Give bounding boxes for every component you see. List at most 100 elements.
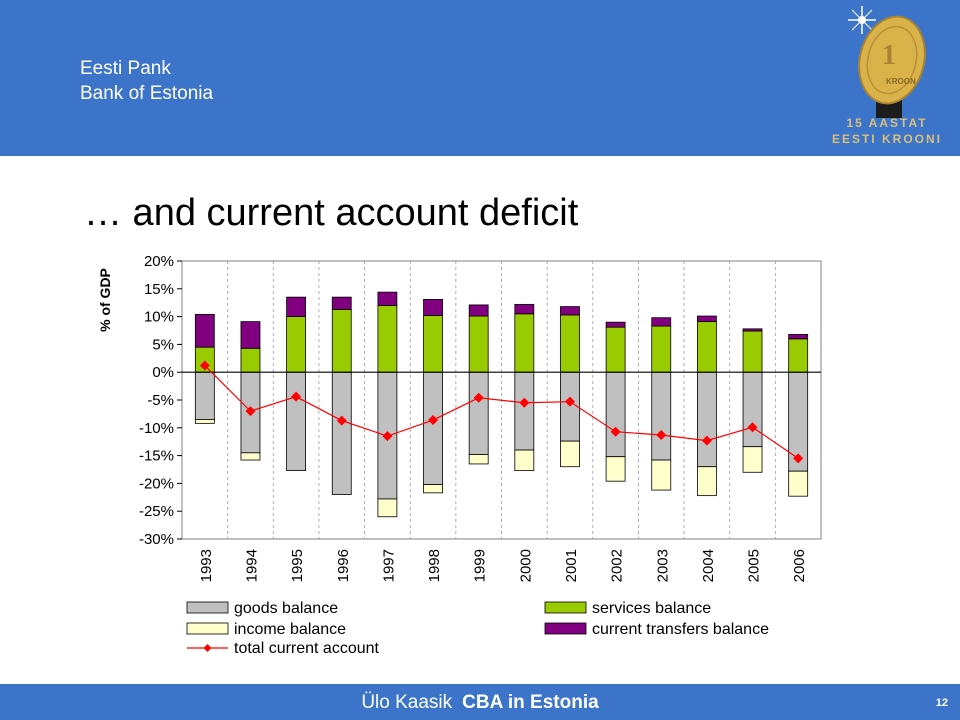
page-number: 12 [935, 697, 948, 709]
bar-income-balance [194, 419, 215, 424]
y-tick-label: -30% [139, 531, 174, 548]
bar-income-balance [696, 466, 717, 497]
legend-label: current transfers balance [592, 621, 769, 638]
bar-current-transfers-balance [423, 298, 443, 316]
y-axis-label: % of GDP [97, 268, 113, 332]
footer-caption: Ülo Kaasik CBA in Estonia [0, 692, 960, 714]
svg-text:1: 1 [882, 40, 896, 71]
point-total-current-account [701, 435, 712, 446]
x-tick-label: 1994 [243, 549, 260, 582]
y-tick-label: -5% [147, 392, 174, 409]
slide-title: … and current account deficit [84, 192, 579, 234]
y-tick-label: 5% [152, 336, 174, 353]
legend-swatch [186, 622, 229, 635]
organization-name: Eesti Pank Bank of Estonia [80, 56, 213, 106]
legend-marker [203, 644, 212, 652]
point-total-current-account [656, 430, 667, 441]
bar-income-balance [788, 470, 809, 497]
bar-current-transfers-balance [468, 304, 489, 317]
bar-services-balance [514, 313, 535, 373]
bar-services-balance [788, 338, 809, 373]
bar-income-balance [742, 446, 763, 473]
bar-income-balance [377, 498, 398, 518]
point-total-current-account [793, 453, 804, 464]
point-total-current-account [199, 360, 210, 371]
legend-label: services balance [592, 600, 711, 617]
sparkle-icon [848, 6, 876, 34]
point-total-current-account [291, 391, 302, 402]
point-total-current-account [747, 422, 758, 433]
bar-services-balance [331, 308, 352, 373]
bar-goods-balance [331, 371, 352, 495]
x-tick-label: 1996 [335, 549, 352, 582]
bar-services-balance [696, 321, 717, 373]
y-tick-label: -15% [139, 448, 174, 465]
bar-current-transfers-balance [696, 315, 717, 323]
bar-services-balance [651, 325, 672, 373]
bar-current-transfers-balance [788, 333, 809, 340]
x-tick-label: 2005 [746, 549, 763, 582]
bar-services-balance [377, 305, 398, 373]
footer-band [0, 684, 960, 720]
point-total-current-account [473, 392, 484, 403]
kroon-coin-logo: 1 KROON [848, 6, 926, 118]
x-tick-label: 1999 [472, 549, 489, 582]
point-total-current-account [245, 406, 256, 417]
bar-current-transfers-balance [605, 321, 626, 328]
legend-label: total current account [234, 640, 380, 657]
legend-swatch [544, 601, 587, 614]
y-tick-label: -20% [139, 475, 174, 492]
point-total-current-account [382, 431, 393, 442]
bar-goods-balance [605, 371, 626, 458]
x-tick-label: 2006 [791, 549, 808, 582]
y-tick-label: 0% [152, 364, 174, 381]
bar-income-balance [240, 452, 261, 461]
bar-services-balance [560, 314, 580, 373]
x-tick-label: 1995 [289, 549, 306, 582]
legend-swatch [186, 601, 229, 614]
bar-income-balance [423, 484, 443, 494]
bar-current-transfers-balance [651, 317, 672, 327]
y-tick-label: -25% [139, 503, 174, 520]
bar-goods-balance [286, 371, 307, 472]
y-tick-label: 15% [144, 281, 174, 298]
bar-income-balance [514, 449, 535, 472]
coin-label: KROON [886, 77, 916, 86]
bar-current-transfers-balance [240, 321, 261, 349]
bar-services-balance [423, 315, 443, 373]
bar-services-balance [240, 347, 261, 373]
bar-income-balance [468, 454, 489, 465]
org-name-english: Bank of Estonia [80, 83, 214, 104]
bar-services-balance [286, 316, 307, 373]
logo-caption: 15 AASTAT EESTI KROONI [831, 116, 942, 146]
header-band [0, 0, 960, 156]
point-total-current-account [564, 396, 575, 407]
x-tick-label: 2000 [517, 549, 534, 582]
bar-current-transfers-balance [194, 313, 215, 348]
point-total-current-account [336, 415, 347, 426]
bar-current-transfers-balance [742, 328, 763, 332]
legend-label: goods balance [234, 600, 338, 617]
bar-goods-balance [742, 371, 763, 448]
bar-current-transfers-balance [560, 306, 580, 316]
x-tick-label: 1998 [426, 549, 443, 582]
bar-current-transfers-balance [286, 296, 307, 318]
x-tick-label: 2004 [700, 549, 717, 582]
point-total-current-account [428, 415, 439, 426]
x-tick-label: 2003 [654, 549, 671, 582]
y-tick-label: -10% [139, 420, 174, 437]
bar-goods-balance [696, 371, 717, 468]
legend-swatch [544, 622, 587, 635]
bar-current-transfers-balance [514, 303, 535, 315]
bar-services-balance [742, 330, 763, 373]
legend-label: income balance [234, 621, 346, 638]
org-name-estonian: Eesti Pank [80, 58, 171, 79]
point-total-current-account [519, 397, 530, 408]
bar-income-balance [651, 459, 672, 491]
x-tick-label: 2001 [563, 549, 580, 582]
bar-goods-balance [194, 371, 215, 420]
bar-services-balance [468, 315, 489, 373]
footer-course: CBA in Estonia [462, 692, 599, 713]
bar-services-balance [605, 326, 626, 373]
bar-goods-balance [514, 371, 535, 451]
